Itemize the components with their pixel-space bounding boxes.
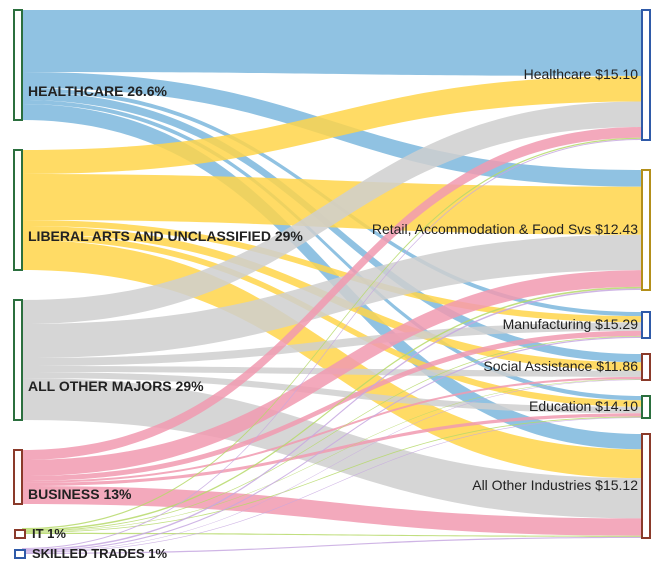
flow-healthcare-to-r_health [22,10,642,76]
right-node-r_manuf [642,312,650,338]
legend-it: IT 1% [14,526,66,541]
sankey-svg [0,0,664,574]
right-node-r_health [642,10,650,140]
left-node-liberal [14,150,22,270]
legend-label-it: IT 1% [32,526,66,541]
left-node-other [14,300,22,420]
legend-swatch-it [14,529,26,539]
legend-swatch-skilled [14,549,26,559]
left-node-business [14,450,22,504]
right-node-r_social [642,354,650,380]
right-node-r_oth [642,434,650,538]
right-node-r_retail [642,170,650,290]
right-node-r_educ [642,396,650,418]
legend-label-skilled: SKILLED TRADES 1% [32,546,167,561]
left-node-healthcare [14,10,22,120]
sankey-chart: HEALTHCARE 26.6%LIBERAL ARTS AND UNCLASS… [0,0,664,574]
legend-skilled: SKILLED TRADES 1% [14,546,167,561]
